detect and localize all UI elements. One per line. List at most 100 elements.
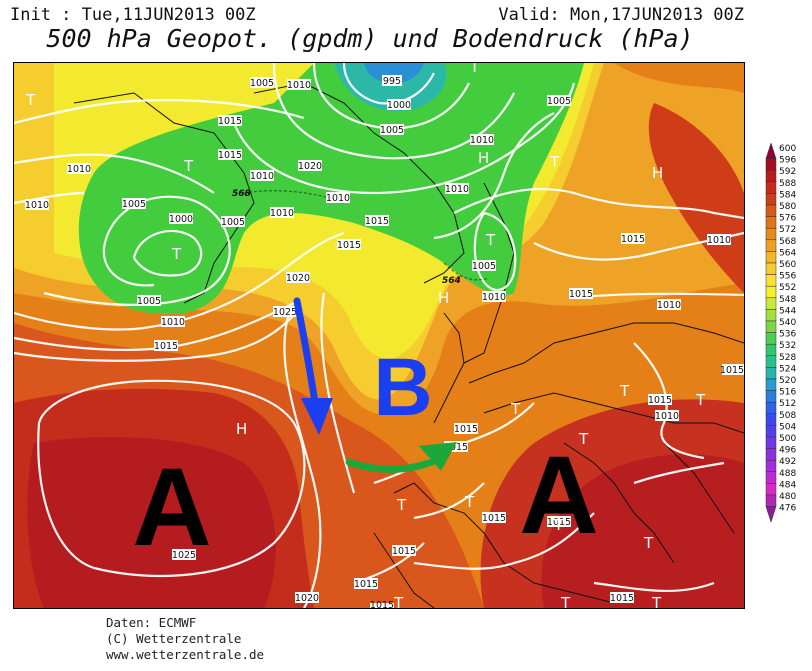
legend-label: 500 (779, 434, 796, 444)
legend-swatch (765, 436, 777, 449)
pressure-label: 1020 (295, 593, 319, 604)
pressure-label: 1010 (161, 317, 185, 328)
legend-label: 484 (779, 480, 796, 490)
credits: Daten: ECMWF (C) Wetterzentrale www.wett… (106, 615, 264, 663)
pressure-label: 1010 (707, 235, 731, 246)
legend-label: 580 (779, 202, 796, 212)
legend-label: 560 (779, 260, 796, 270)
pressure-label: 1020 (298, 161, 322, 172)
legend-swatch (765, 448, 777, 461)
system-marker: T (183, 157, 194, 175)
system-marker: T (695, 391, 706, 409)
pressure-label: 1015 (218, 116, 242, 127)
system-marker: T (651, 594, 662, 608)
pressure-label: 1005 (221, 217, 245, 228)
system-marker: T (619, 382, 630, 400)
system-marker: T (469, 63, 480, 76)
legend-label: 544 (779, 306, 796, 316)
pressure-label: 1010 (482, 292, 506, 303)
legend-swatch (765, 309, 777, 322)
legend-label: 592 (779, 167, 796, 177)
pressure-label: 1010 (326, 193, 350, 204)
color-legend: 600 596 592 588 584 580 576 572 568 564 560 556 552 5… (764, 137, 808, 541)
legend-swatch (765, 285, 777, 299)
pressure-label: 1010 (470, 135, 494, 146)
legend-swatch (765, 483, 777, 496)
weather-map: 1005 1010 995 1000 1005 1005 1015 1010 1… (13, 62, 745, 609)
legend-label: 508 (779, 411, 796, 421)
legend-label: 496 (779, 446, 796, 456)
legend-swatch (765, 343, 777, 357)
pressure-label: 1015 (648, 395, 672, 406)
system-marker: H (652, 164, 663, 182)
field-red-right-core (541, 454, 744, 608)
legend-label: 572 (779, 225, 796, 235)
legend-swatch (765, 506, 777, 524)
pressure-label: 1025 (172, 550, 196, 561)
legend-label: 516 (779, 388, 796, 398)
legend-swatch (765, 204, 777, 217)
credits-data-source: Daten: ECMWF (106, 615, 197, 630)
system-marker: T (643, 534, 654, 552)
pressure-label: 1005 (250, 78, 274, 89)
pressure-label: 1010 (655, 411, 679, 422)
pressure-label: 1010 (250, 171, 274, 182)
legend-swatch (765, 471, 777, 484)
legend-label: 556 (779, 272, 796, 282)
legend-swatch (765, 181, 777, 194)
pressure-label: 1015 (354, 579, 378, 590)
system-marker: H (438, 289, 449, 307)
legend-swatch (765, 193, 777, 206)
field-blue-core (364, 63, 424, 84)
legend-swatch (765, 413, 777, 426)
pressure-label: 1010 (445, 184, 469, 195)
legend-label: 564 (779, 248, 796, 258)
legend-label: 528 (779, 353, 796, 363)
legend-label: 588 (779, 179, 796, 189)
system-marker: T (578, 430, 589, 448)
pressure-label: 1025 (273, 307, 297, 318)
legend-swatch (765, 216, 777, 229)
legend-label: 584 (779, 190, 796, 200)
legend-label: 568 (779, 237, 796, 247)
system-marker: T (510, 400, 521, 418)
legend-label: 552 (779, 283, 796, 293)
legend-swatch (765, 262, 777, 275)
coastlines (73, 82, 744, 608)
legend-swatch (765, 401, 777, 415)
system-marker: T (25, 91, 36, 109)
legend-swatch (765, 355, 777, 368)
legend-swatch (765, 425, 777, 438)
legend-swatch (765, 494, 777, 507)
system-marker: T (560, 594, 571, 608)
legend-label: 548 (779, 295, 796, 305)
legend-swatch (765, 390, 777, 403)
legend-swatch (765, 158, 777, 171)
pressure-label: 1000 (387, 100, 411, 111)
credits-copyright: (C) Wetterzentrale (106, 631, 242, 646)
pressure-labels: 1005 1010 995 1000 1005 1005 1015 1010 1… (25, 75, 744, 608)
pressure-label: 1015 (337, 240, 361, 251)
pressure-label: 1015 (392, 546, 416, 557)
legend-swatch (765, 367, 777, 380)
system-marker: H (478, 149, 489, 167)
legend-swatch (765, 142, 777, 159)
system-marker: H (236, 420, 247, 438)
pressure-label: 1015 (444, 442, 468, 453)
system-marker: T (393, 594, 404, 608)
legend-swatch (765, 320, 777, 333)
system-marker: T (171, 245, 182, 263)
init-time: Init : Tue,11JUN2013 00Z (10, 5, 256, 25)
legend-swatch (765, 227, 777, 241)
high-left-letter: A (132, 446, 211, 569)
pressure-label: 1005 (380, 125, 404, 136)
legend-label: 540 (779, 318, 796, 328)
pressure-label: 1015 (610, 593, 634, 604)
pressure-label: 1005 (122, 199, 146, 210)
pressure-label: 1000 (169, 214, 193, 225)
pressure-label: 1005 (547, 96, 571, 107)
legend-swatch (765, 378, 777, 391)
field-cyan-low (334, 63, 447, 112)
legend-swatch (765, 332, 777, 345)
legend-label: 576 (779, 214, 796, 224)
